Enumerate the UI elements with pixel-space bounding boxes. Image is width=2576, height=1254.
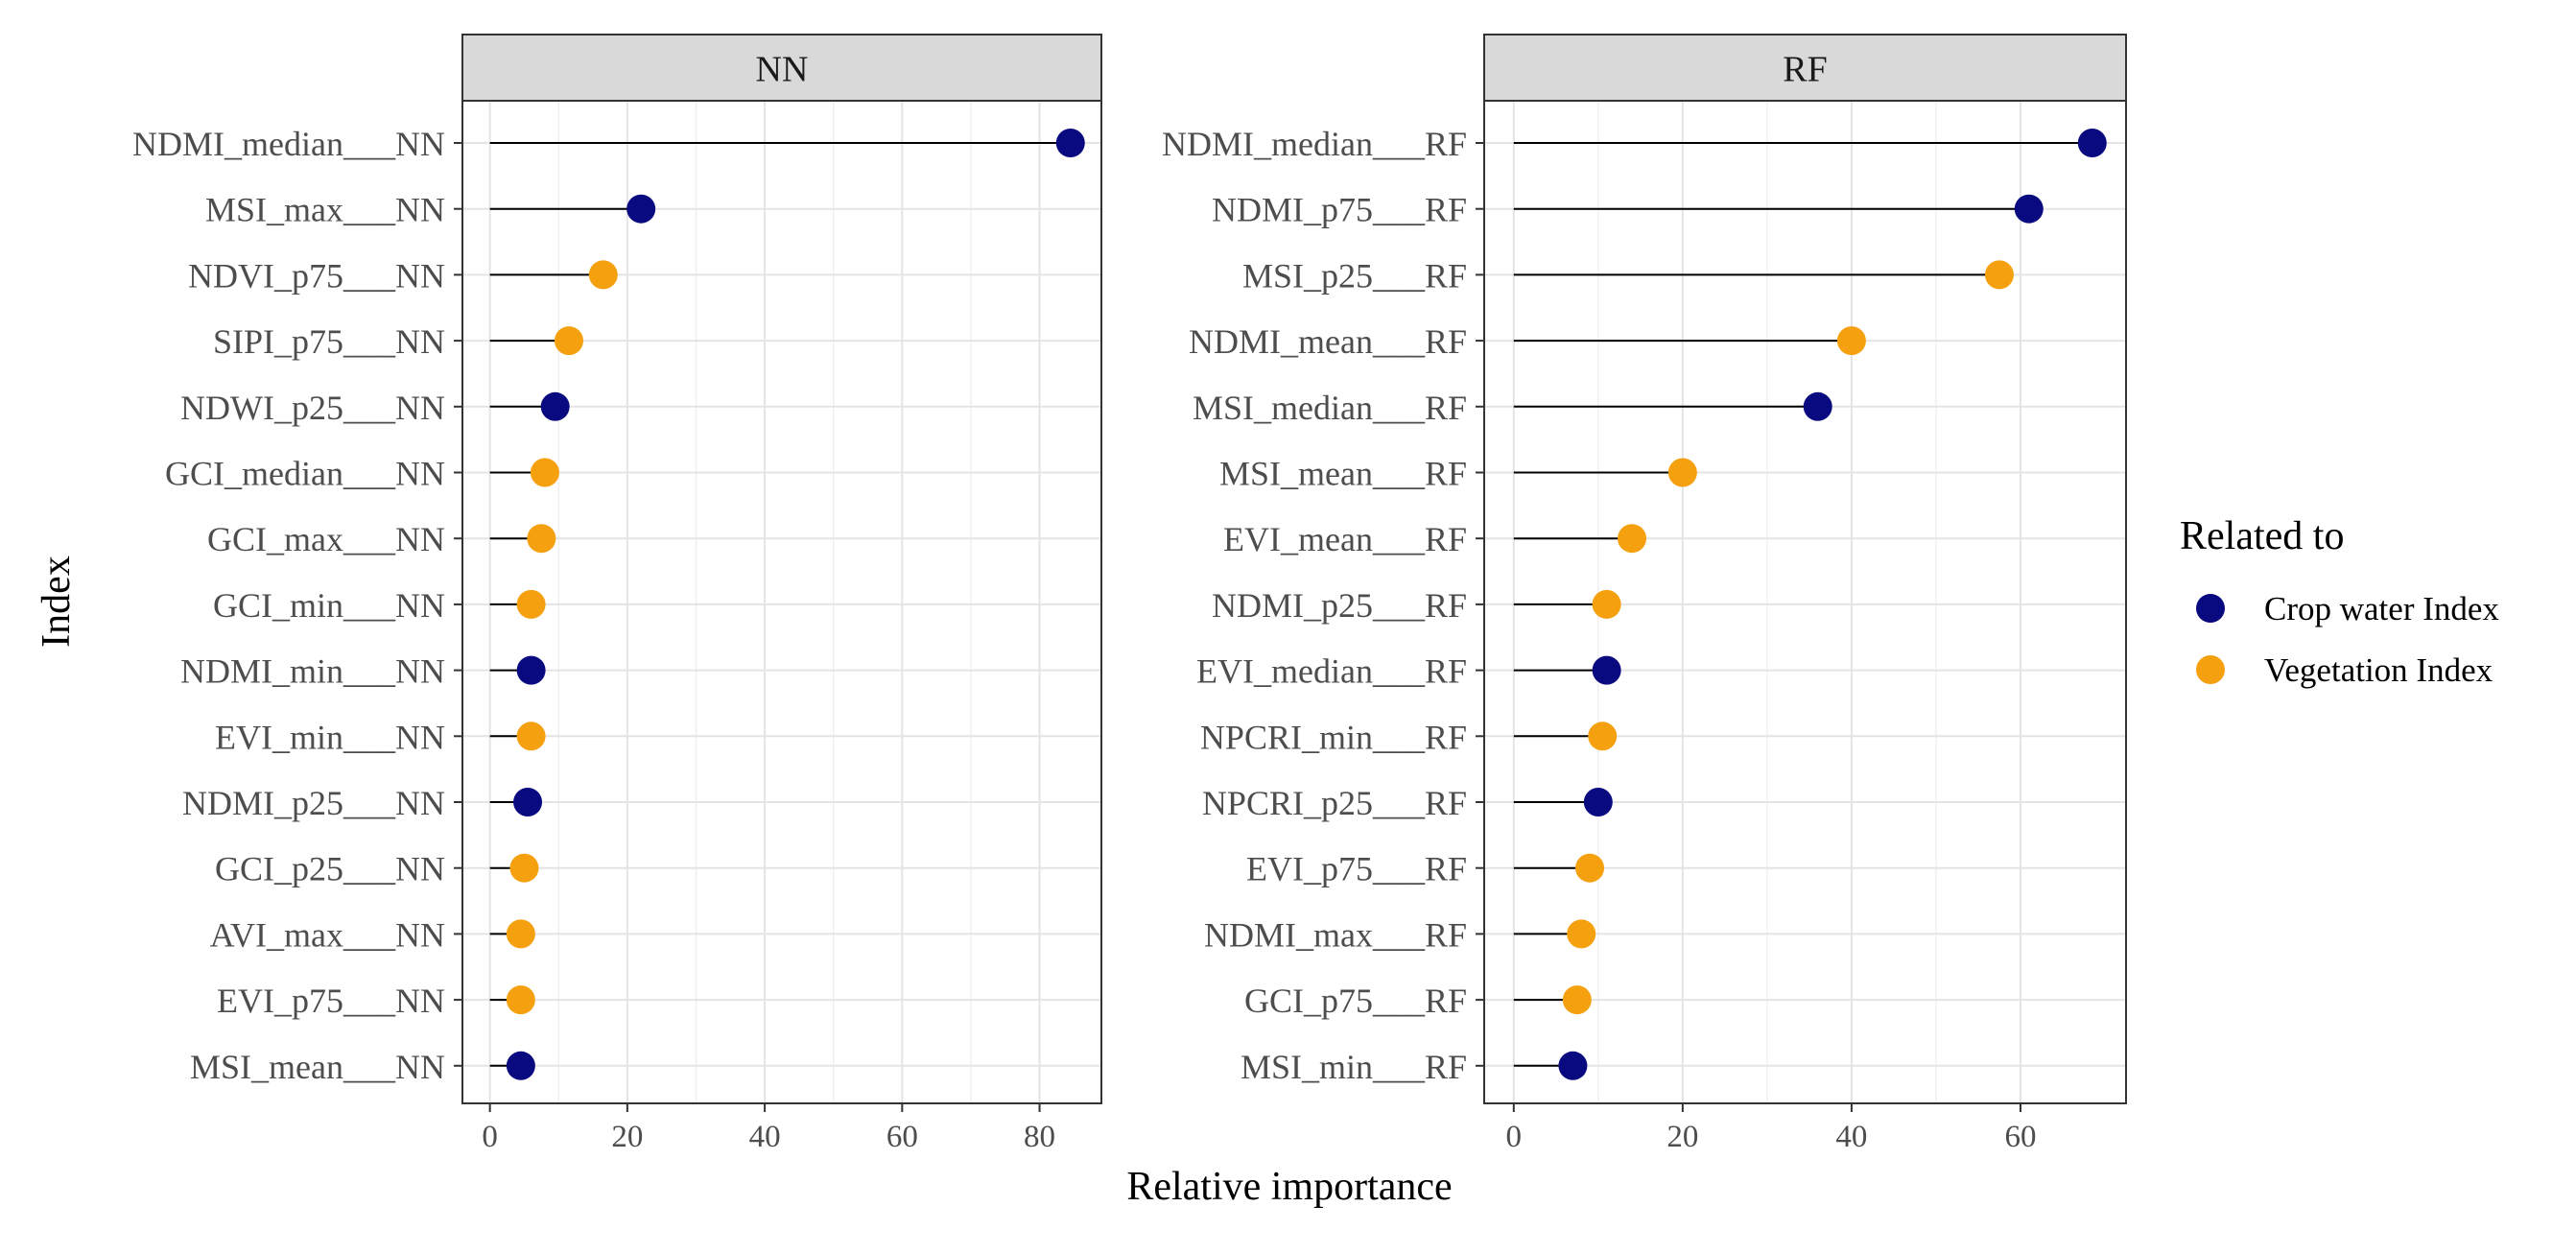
panel-border <box>461 100 1102 1104</box>
x-tick-label: 20 <box>611 1120 643 1154</box>
y-tick-label: NDMI_p25___RF <box>1212 586 1467 625</box>
y-tick-label: NDMI_median___NN <box>132 125 445 163</box>
x-tick-label: 0 <box>1506 1120 1523 1154</box>
x-tick-label: 0 <box>482 1120 498 1154</box>
lollipop-dot <box>1836 326 1866 356</box>
lollipop-dot <box>1588 722 1618 751</box>
legend-label: Crop water Index <box>2264 590 2499 627</box>
x-axis-label: Relative importance <box>1126 1165 1452 1209</box>
y-tick-label: NPCRI_p25___RF <box>1202 784 1467 822</box>
lollipop-dot <box>2014 194 2044 224</box>
lollipop-dot <box>509 853 539 883</box>
panel-border <box>1483 100 2127 1104</box>
x-tick-label: 20 <box>1666 1120 1698 1154</box>
lollipop-dot <box>516 655 546 685</box>
y-tick-label: MSI_p25___RF <box>1242 256 1467 295</box>
y-tick-label: GCI_p25___NN <box>215 850 445 888</box>
lollipop-dot <box>626 194 656 224</box>
y-tick-label: NDMI_median___RF <box>1162 125 1467 163</box>
panel-nn: NN NDMI_median___NN MSI_max___NN NDVI_p75__… <box>132 34 1102 1154</box>
y-tick-label: MSI_mean___RF <box>1219 455 1467 493</box>
legend: Related to Crop water Index Vegetation In… <box>2180 514 2499 689</box>
y-tick-label: GCI_max___NN <box>207 520 445 558</box>
legend-key <box>2196 594 2225 623</box>
panel-rf: RF NDMI_median___RF NDMI_p75___RF MSI_p25__… <box>1162 34 2127 1154</box>
lollipop-dot <box>1055 129 1085 157</box>
lollipop-dot <box>2077 129 2107 157</box>
y-tick-label: NDMI_mean___RF <box>1189 322 1467 361</box>
y-tick-label: NDMI_max___RF <box>1204 915 1467 954</box>
y-tick-label: SIPI_p75___NN <box>213 322 445 361</box>
legend-title: Related to <box>2180 514 2344 558</box>
y-tick-label: MSI_median___RF <box>1193 389 1467 427</box>
lollipop-dot <box>530 458 559 487</box>
lollipop-dot <box>540 391 570 421</box>
y-tick-label: MSI_min___RF <box>1241 1048 1467 1086</box>
y-tick-label: AVI_max___NN <box>210 915 445 954</box>
y-tick-label: NDVI_p75___NN <box>188 256 445 295</box>
lollipop-dot <box>1558 1051 1588 1080</box>
lollipop-dot <box>1592 655 1621 685</box>
y-tick-label: GCI_min___NN <box>213 586 445 625</box>
lollipop-dot <box>513 788 543 816</box>
lollipop-dot <box>1575 853 1605 883</box>
lollipop-dot <box>1562 985 1592 1015</box>
lollipop-dot <box>1667 458 1697 487</box>
y-tick-label: NDMI_p75___RF <box>1212 191 1467 229</box>
plot-background <box>1484 101 2126 1103</box>
lollipop-dot <box>506 919 535 949</box>
y-tick-label: EVI_mean___RF <box>1223 520 1467 558</box>
lollipop-dot <box>516 722 546 751</box>
lollipop-dot <box>1567 919 1596 949</box>
y-tick-label: MSI_mean___NN <box>190 1048 445 1086</box>
legend-label: Vegetation Index <box>2264 651 2493 689</box>
legend-key <box>2196 655 2225 684</box>
y-tick-label: GCI_median___NN <box>165 455 445 493</box>
panel-strip <box>461 34 1102 102</box>
lollipop-dot <box>555 326 583 356</box>
x-tick-label: 40 <box>1835 1120 1867 1154</box>
x-tick-label: 60 <box>2004 1120 2036 1154</box>
y-tick-label: MSI_max___NN <box>205 191 445 229</box>
y-tick-label: EVI_p75___NN <box>217 982 445 1020</box>
y-tick-label: EVI_p75___RF <box>1246 850 1467 888</box>
panel-title: NN <box>756 50 809 90</box>
y-tick-label: NDMI_p25___NN <box>182 784 445 822</box>
x-tick-label: 80 <box>1024 1120 1055 1154</box>
y-tick-label: NDWI_p25___NN <box>180 389 445 427</box>
lollipop-dot <box>527 524 556 554</box>
lollipop-dot <box>588 260 618 290</box>
y-tick-label: EVI_median___RF <box>1196 652 1467 691</box>
x-tick-label: 60 <box>886 1120 918 1154</box>
lollipop-dot <box>1618 524 1647 554</box>
panel-strip <box>1483 34 2127 102</box>
lollipop-dot <box>1583 788 1613 816</box>
y-axis-label: Index <box>35 556 79 648</box>
y-tick-label: GCI_p75___RF <box>1244 982 1467 1020</box>
y-tick-label: NPCRI_min___RF <box>1200 718 1467 756</box>
plot-background <box>462 101 1101 1103</box>
lollipop-dot <box>506 1051 535 1080</box>
y-tick-label: EVI_min___NN <box>215 718 445 756</box>
panels-layer: NN NDMI_median___NN MSI_max___NN NDVI_p75__… <box>132 34 2127 1154</box>
lollipop-dot <box>506 985 535 1015</box>
panel-title: RF <box>1783 50 1827 90</box>
lollipop-dot <box>516 589 546 619</box>
y-tick-label: NDMI_min___NN <box>180 652 445 691</box>
lollipop-dot <box>1592 589 1621 619</box>
x-tick-label: 40 <box>749 1120 781 1154</box>
lollipop-dot <box>1803 391 1832 421</box>
lollipop-dot <box>1984 260 2014 290</box>
